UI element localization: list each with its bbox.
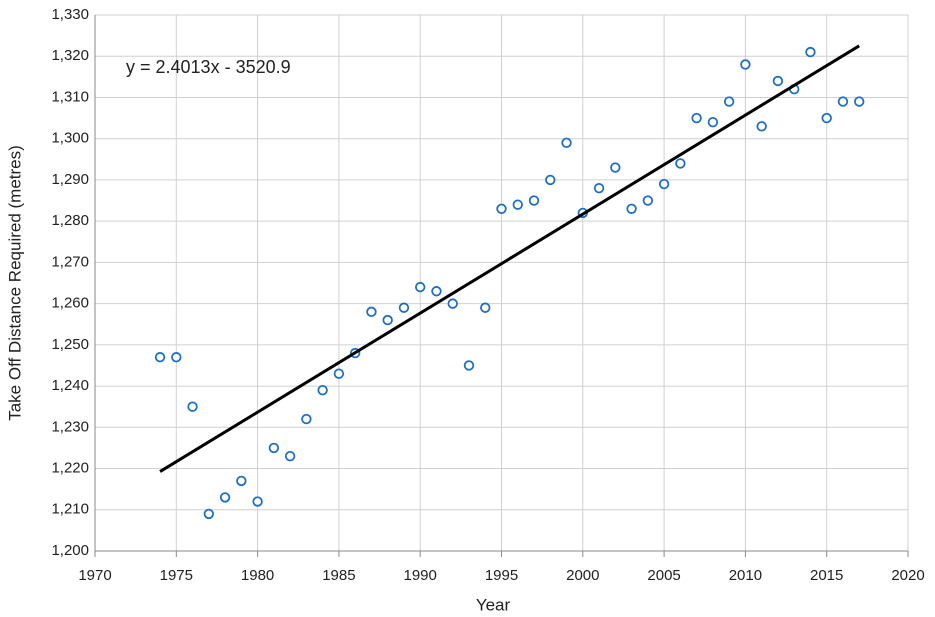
y-tick-label: 1,290 [51, 171, 89, 188]
point [480, 302, 491, 313]
point [382, 314, 393, 326]
point [187, 401, 198, 412]
y-tick-label: 1,250 [51, 336, 89, 353]
point [333, 368, 345, 379]
x-tick-label: 1975 [160, 567, 193, 584]
y-tick-label: 1,320 [51, 47, 89, 64]
point [772, 75, 784, 87]
x-tick-label: 1985 [322, 567, 355, 584]
y-tick-label: 1,240 [51, 377, 89, 394]
point [691, 112, 702, 124]
y-tick-label: 1,200 [51, 542, 89, 559]
point [610, 162, 621, 173]
point [821, 112, 832, 124]
point [658, 178, 670, 190]
y-tick-label: 1,310 [51, 88, 89, 105]
point [626, 203, 637, 214]
point [561, 137, 572, 149]
y-tick-label: 1,230 [51, 418, 89, 435]
y-axis-title: Take Off Distance Required (metres) [5, 145, 24, 421]
x-axis-title: Year [476, 595, 511, 614]
x-tick-label: 2005 [647, 567, 680, 584]
y-tick-label: 1,280 [51, 212, 89, 229]
point [854, 96, 865, 107]
x-tick-label: 1980 [241, 567, 274, 584]
point [252, 496, 263, 507]
point [528, 195, 540, 206]
point [593, 182, 605, 194]
x-tick-label: 2020 [891, 567, 924, 584]
x-tick-label: 2010 [729, 567, 762, 584]
point [431, 286, 442, 297]
point [236, 475, 247, 487]
point [805, 46, 816, 58]
point [496, 203, 507, 214]
x-tick-label: 1990 [404, 567, 437, 584]
point [284, 450, 296, 462]
point [837, 96, 849, 107]
point [723, 96, 735, 107]
point [203, 508, 215, 520]
point [707, 116, 719, 128]
point [463, 360, 475, 371]
y-tick-label: 1,270 [51, 253, 89, 270]
point [171, 352, 182, 363]
point [415, 281, 426, 293]
point [545, 174, 556, 186]
point [398, 302, 410, 313]
point [219, 492, 231, 503]
x-tick-label: 1970 [78, 567, 111, 584]
point [447, 298, 458, 309]
point [301, 413, 312, 425]
y-tick-label: 1,330 [51, 6, 89, 23]
y-tick-label: 1,210 [51, 501, 89, 518]
trendline-equation: y = 2.4013x - 3520.9 [126, 57, 291, 77]
point [675, 158, 686, 169]
point [268, 442, 280, 454]
y-tick-label: 1,300 [51, 130, 89, 147]
point [366, 306, 377, 318]
point [642, 195, 654, 206]
point [740, 59, 751, 70]
point [512, 199, 523, 210]
x-tick-label: 2015 [810, 567, 843, 584]
y-tick-label: 1,220 [51, 460, 89, 477]
point [756, 121, 767, 132]
point [317, 385, 328, 396]
y-tick-label: 1,260 [51, 295, 89, 312]
x-tick-label: 2000 [566, 567, 599, 584]
point [154, 352, 166, 363]
x-tick-label: 1995 [485, 567, 518, 584]
trendline [159, 44, 861, 473]
